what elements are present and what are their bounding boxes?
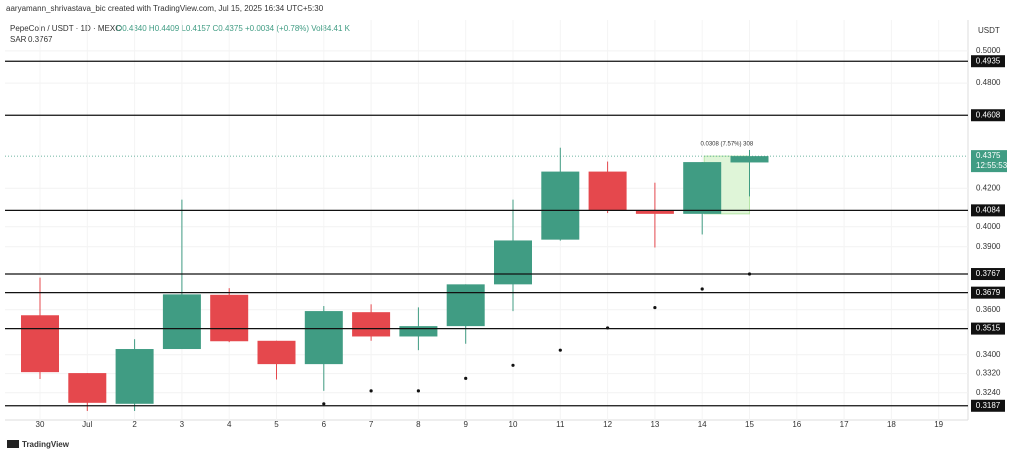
- candle-body: [21, 315, 59, 373]
- y-tick-label: 0.3600: [976, 305, 1001, 314]
- plot-area: [5, 20, 968, 420]
- y-tick-label: 0.4800: [976, 78, 1001, 87]
- y-tick-label: 0.3320: [976, 369, 1001, 378]
- x-tick-label: 15: [745, 420, 754, 429]
- x-tick-label: 10: [509, 420, 518, 429]
- x-tick-label: 3: [180, 420, 185, 429]
- candle-body: [257, 340, 296, 365]
- sar-dot: [558, 348, 562, 352]
- sar-dot: [416, 389, 420, 393]
- level-label: 0.3767: [976, 269, 1001, 278]
- x-tick-label: 4: [227, 420, 232, 429]
- last-price-label: 0.4375: [976, 151, 1001, 160]
- level-label: 0.4935: [976, 56, 1001, 65]
- level-tag: [971, 322, 1005, 335]
- candle-body: [304, 311, 343, 365]
- candle-body: [683, 162, 722, 214]
- x-tick-label: 30: [36, 420, 45, 429]
- level-tag: [971, 399, 1005, 412]
- x-tick-label: 14: [698, 420, 707, 429]
- candle-body: [352, 312, 391, 337]
- candle-body: [446, 284, 485, 327]
- brand-logo: [7, 440, 19, 448]
- candle-body: [210, 294, 249, 342]
- x-tick-label: 11: [556, 420, 565, 429]
- level-tag: [971, 268, 1005, 281]
- candle-body: [115, 349, 154, 404]
- y-tick-label: 0.4000: [976, 222, 1001, 231]
- candle-body: [541, 171, 580, 240]
- indicator-value: 0.3767: [28, 35, 53, 44]
- legend-symbol: PepeCoin / USDT · 1D · MEXC: [10, 24, 121, 33]
- x-tick-label: 18: [887, 420, 896, 429]
- y-tick-label: 0.4200: [976, 183, 1001, 192]
- y-tick-label: 0.3400: [976, 350, 1001, 359]
- indicator-name: SAR: [10, 35, 27, 44]
- candle-body: [162, 294, 201, 350]
- level-tag: [971, 204, 1005, 217]
- x-tick-label: 17: [840, 420, 849, 429]
- brand: TradingView: [22, 440, 70, 449]
- x-tick-label: 9: [463, 420, 468, 429]
- candle-body: [635, 210, 674, 214]
- candle-body: [494, 240, 532, 285]
- level-label: 0.3187: [976, 401, 1001, 410]
- x-tick-label: 6: [322, 420, 327, 429]
- x-tick-label: 16: [792, 420, 801, 429]
- candle-body: [399, 326, 438, 337]
- candle-body: [730, 156, 769, 163]
- x-tick-label: 8: [416, 420, 421, 429]
- x-tick-label: 5: [274, 420, 279, 429]
- sar-dot: [322, 402, 326, 406]
- x-tick-label: Jul: [82, 420, 92, 429]
- level-label: 0.3679: [976, 288, 1001, 297]
- legend-ohlc: O0.4340 H0.4409 L0.4157 C0.4375 +0.0034 …: [116, 24, 351, 33]
- x-tick-label: 7: [369, 420, 374, 429]
- sar-dot: [464, 376, 468, 380]
- level-label: 0.4608: [976, 110, 1001, 119]
- sar-dot: [653, 305, 657, 310]
- countdown: 12:55:53: [976, 161, 1008, 170]
- currency: USDT: [978, 26, 1000, 35]
- credit: aaryamann_shrivastava_bic created with T…: [6, 4, 324, 13]
- y-tick-label: 0.3240: [976, 388, 1001, 397]
- level-label: 0.4084: [976, 205, 1001, 214]
- y-tick-label: 0.5000: [976, 46, 1001, 55]
- candle-body: [588, 171, 627, 211]
- x-tick-label: 12: [603, 420, 612, 429]
- x-tick-label: 13: [650, 420, 659, 429]
- level-tag: [971, 55, 1005, 68]
- last-price-tag: [971, 150, 1007, 173]
- level-tag: [971, 286, 1005, 299]
- candle-body: [68, 373, 107, 403]
- sar-dot: [369, 389, 373, 393]
- y-tick-label: 0.3900: [976, 242, 1001, 251]
- level-tag: [971, 109, 1005, 122]
- level-label: 0.3515: [976, 324, 1001, 333]
- measure-label: 0.0308 (7.57%) 308: [700, 142, 753, 148]
- sar-dot: [511, 363, 515, 367]
- x-tick-label: 2: [132, 420, 137, 429]
- sar-dot: [700, 287, 704, 291]
- x-tick-label: 19: [934, 420, 943, 429]
